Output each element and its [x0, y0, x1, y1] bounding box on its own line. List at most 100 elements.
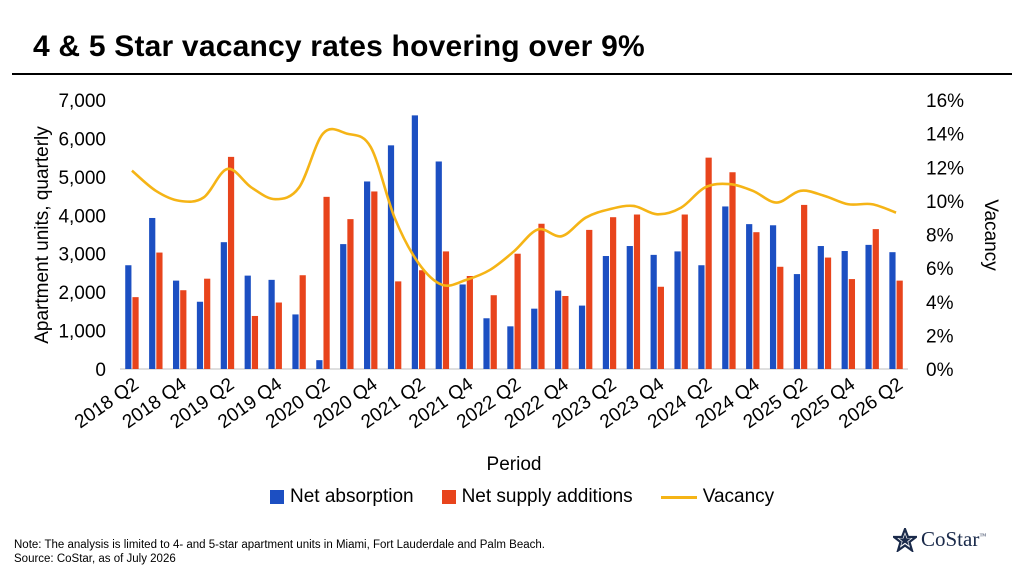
bar-net-supply [227, 156, 235, 369]
bar-net-absorption [149, 217, 156, 369]
y-axis-title: Apartment units, quarterly [32, 126, 53, 344]
bar-net-absorption [602, 256, 610, 369]
bar-net-absorption [292, 314, 299, 369]
bar-net-absorption [746, 224, 753, 369]
legend-label-supply: Net supply additions [461, 486, 633, 507]
x-axis-title: Period [487, 454, 542, 475]
y2-tick-label: 8% [926, 226, 954, 247]
legend-item-vacancy: Vacancy [660, 486, 775, 508]
y-tick-label: 3,000 [58, 245, 106, 266]
y-tick-label: 4,000 [58, 206, 106, 227]
y2-tick-label: 4% [926, 293, 954, 314]
bar-net-supply [395, 281, 402, 369]
bar-net-absorption [364, 181, 371, 369]
bar-net-supply [180, 290, 187, 369]
bar-net-supply [466, 276, 473, 369]
bar-net-supply [848, 279, 856, 369]
legend-item-absorption: Net absorption [270, 486, 414, 508]
bar-net-absorption [722, 206, 729, 369]
legend-item-supply: Net supply additions [441, 486, 633, 508]
page-title: 4 & 5 Star vacancy rates hovering over 9… [33, 30, 645, 63]
bar-net-supply [705, 157, 712, 369]
bar-net-supply [251, 315, 259, 369]
bar-net-supply [132, 297, 139, 369]
bar-net-supply [681, 214, 688, 369]
bar-net-supply [801, 204, 808, 369]
bar-net-supply [753, 232, 760, 369]
bar-net-absorption [531, 308, 538, 369]
bar-net-supply [371, 191, 378, 369]
bar-net-supply [896, 280, 903, 369]
bar-net-absorption [387, 145, 395, 369]
legend-label-absorption: Net absorption [290, 486, 414, 507]
y2-tick-label: 14% [926, 125, 964, 146]
bar-net-absorption [626, 246, 633, 369]
bar-net-absorption [340, 244, 347, 369]
bar-net-supply [418, 270, 426, 369]
legend-swatch-supply [441, 490, 456, 504]
bar-net-absorption [220, 242, 227, 369]
bar-net-supply [442, 251, 450, 369]
y2-tick-label: 2% [926, 326, 954, 347]
bar-net-supply [538, 223, 545, 369]
bar-net-absorption [196, 301, 204, 369]
y2-tick-label: 10% [926, 192, 964, 213]
costar-logo: CoStar™ [893, 527, 986, 552]
bar-net-absorption [578, 305, 586, 369]
bar-net-supply [490, 295, 497, 369]
bar-net-supply [610, 217, 617, 369]
title-divider [12, 73, 1012, 75]
y2-tick-label: 0% [926, 360, 954, 381]
bar-net-supply [729, 172, 736, 369]
y2-tick-label: 12% [926, 158, 964, 179]
bar-net-absorption [698, 265, 705, 369]
bar-net-absorption [172, 280, 180, 369]
y-tick-label: 0 [95, 360, 106, 381]
bar-net-absorption [817, 246, 824, 369]
y2-tick-label: 6% [926, 259, 954, 280]
bar-net-absorption [889, 252, 896, 369]
bar-net-absorption [435, 161, 442, 369]
bar-net-absorption [650, 254, 657, 369]
bar-net-supply [204, 278, 211, 369]
bar-net-supply [824, 257, 832, 369]
bar-net-supply [156, 252, 163, 369]
vacancy-line [131, 127, 897, 287]
y-tick-label: 7,000 [58, 91, 106, 112]
combo-chart: 0 1,000 2,000 3,000 4,000 5,000 6,000 7,000 0% 2%… [32, 91, 1001, 475]
footnote: Note: The analysis is limited to 4- and … [14, 538, 545, 566]
legend-swatch-absorption [270, 490, 284, 504]
bar-net-absorption [674, 251, 681, 369]
legend: Net absorption Net supply additions Vaca… [270, 486, 802, 508]
bar-net-supply [275, 302, 282, 369]
bar-net-supply [586, 229, 593, 369]
legend-label-vacancy: Vacancy [702, 486, 775, 507]
bar-net-absorption [769, 225, 777, 369]
y-tick-label: 1,000 [58, 322, 106, 343]
y-tick-label: 6,000 [58, 129, 106, 150]
bar-net-absorption [411, 115, 418, 369]
bar-net-absorption [268, 279, 275, 369]
bar-net-absorption [459, 284, 466, 369]
bar-net-supply [347, 219, 354, 369]
bar-net-supply [299, 275, 306, 369]
bar-net-absorption [125, 265, 132, 369]
y-tick-label: 5,000 [58, 168, 106, 189]
bar-net-absorption [841, 251, 848, 369]
bar-net-absorption [865, 244, 872, 369]
costar-star-icon [893, 527, 917, 552]
bar-net-supply [514, 253, 521, 369]
logo-text: CoStar™ [921, 527, 987, 551]
bar-net-absorption [483, 318, 490, 369]
bar-net-supply [562, 295, 569, 369]
bar-net-supply [633, 214, 641, 369]
bar-net-absorption [244, 275, 251, 369]
y2-axis-title: Vacancy [980, 199, 1001, 271]
bar-net-supply [657, 286, 664, 369]
y-tick-label: 2,000 [58, 283, 106, 304]
bar-net-absorption [316, 360, 323, 369]
bar-net-supply [872, 229, 879, 369]
bar-net-supply [323, 196, 330, 369]
bar-net-absorption [507, 326, 514, 369]
source-text: Source: CoStar, as of July 2026 [14, 553, 176, 565]
